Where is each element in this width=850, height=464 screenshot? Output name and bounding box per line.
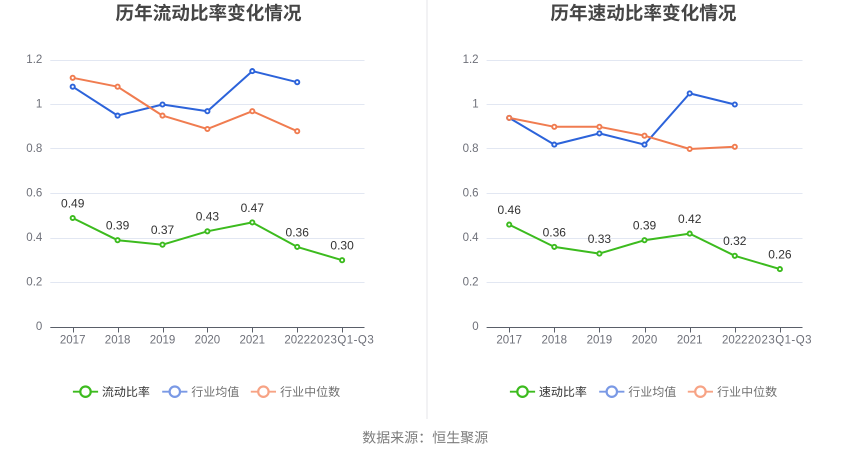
svg-text:2023Q1-Q3: 2023Q1-Q3 (310, 335, 374, 347)
svg-text:2021: 2021 (677, 335, 703, 347)
svg-text:1.2: 1.2 (463, 54, 479, 66)
svg-text:0.49: 0.49 (61, 196, 85, 210)
svg-text:2020: 2020 (632, 335, 658, 347)
svg-text:2018: 2018 (542, 335, 568, 347)
svg-text:0.37: 0.37 (151, 223, 175, 237)
svg-text:1: 1 (36, 99, 42, 111)
svg-text:0.33: 0.33 (588, 232, 612, 246)
svg-text:0: 0 (472, 321, 478, 333)
svg-text:2020: 2020 (195, 335, 221, 347)
svg-text:0.26: 0.26 (768, 248, 792, 262)
svg-text:0.2: 0.2 (463, 277, 479, 289)
svg-text:2017: 2017 (60, 335, 86, 347)
svg-text:1: 1 (472, 99, 478, 111)
svg-text:0.4: 0.4 (26, 232, 43, 244)
svg-text:0.39: 0.39 (633, 219, 657, 233)
svg-text:0.8: 0.8 (26, 143, 42, 155)
svg-text:0.30: 0.30 (330, 239, 354, 253)
svg-text:2022: 2022 (284, 335, 310, 347)
svg-text:2021: 2021 (240, 335, 266, 347)
svg-text:0.2: 0.2 (26, 277, 42, 289)
svg-text:2018: 2018 (105, 335, 131, 347)
svg-text:2023Q1-Q3: 2023Q1-Q3 (748, 335, 812, 347)
svg-text:0.42: 0.42 (678, 212, 702, 226)
svg-text:1.2: 1.2 (26, 54, 42, 66)
svg-text:2019: 2019 (587, 335, 613, 347)
svg-text:0: 0 (36, 321, 42, 333)
svg-text:0.4: 0.4 (463, 232, 480, 244)
svg-text:0.36: 0.36 (286, 225, 310, 239)
svg-text:0.39: 0.39 (106, 219, 130, 233)
svg-text:0.47: 0.47 (241, 201, 265, 215)
svg-text:0.32: 0.32 (723, 234, 747, 248)
svg-text:0.6: 0.6 (26, 188, 42, 200)
svg-text:0.43: 0.43 (196, 210, 220, 224)
svg-text:2017: 2017 (496, 335, 522, 347)
svg-text:0.36: 0.36 (543, 225, 567, 239)
svg-text:0.46: 0.46 (498, 203, 522, 217)
svg-text:2022: 2022 (722, 335, 748, 347)
svg-text:0.8: 0.8 (463, 143, 479, 155)
svg-text:0.6: 0.6 (463, 188, 479, 200)
svg-text:2019: 2019 (150, 335, 176, 347)
